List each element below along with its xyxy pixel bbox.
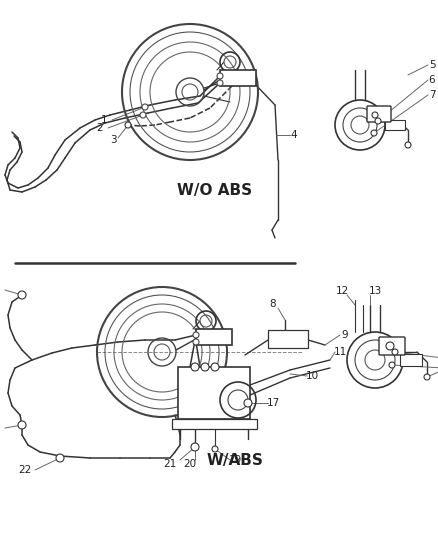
Circle shape xyxy=(193,339,199,345)
Text: 10: 10 xyxy=(305,371,318,381)
Text: 7: 7 xyxy=(429,90,435,100)
Text: 19: 19 xyxy=(228,455,242,465)
Circle shape xyxy=(424,374,430,380)
Circle shape xyxy=(217,80,223,86)
Circle shape xyxy=(244,399,252,407)
Text: 4: 4 xyxy=(291,130,297,140)
Text: 12: 12 xyxy=(336,286,349,296)
Circle shape xyxy=(405,142,411,148)
Text: 9: 9 xyxy=(342,330,348,340)
Circle shape xyxy=(211,363,219,371)
Circle shape xyxy=(142,104,148,110)
Circle shape xyxy=(392,349,398,355)
Text: 21: 21 xyxy=(163,459,177,469)
Circle shape xyxy=(372,112,378,118)
Bar xyxy=(385,120,405,130)
FancyBboxPatch shape xyxy=(367,106,391,122)
Circle shape xyxy=(18,291,26,299)
Bar xyxy=(172,419,257,429)
Text: 17: 17 xyxy=(266,398,279,408)
Text: 11: 11 xyxy=(333,347,346,357)
Bar xyxy=(178,367,250,419)
Text: 8: 8 xyxy=(270,299,276,309)
Circle shape xyxy=(191,363,199,371)
Text: W/O ABS: W/O ABS xyxy=(177,182,253,198)
Bar xyxy=(400,354,422,366)
Circle shape xyxy=(201,363,209,371)
Circle shape xyxy=(125,122,131,128)
Circle shape xyxy=(18,421,26,429)
Text: 20: 20 xyxy=(184,459,197,469)
FancyBboxPatch shape xyxy=(379,337,405,355)
Text: 13: 13 xyxy=(368,286,381,296)
Circle shape xyxy=(191,443,199,451)
Text: 2: 2 xyxy=(97,123,103,133)
Text: 5: 5 xyxy=(429,60,435,70)
Text: 3: 3 xyxy=(110,135,117,145)
Circle shape xyxy=(371,130,377,136)
Circle shape xyxy=(375,118,381,124)
Circle shape xyxy=(389,362,395,368)
Text: 22: 22 xyxy=(18,465,32,475)
Bar xyxy=(196,329,232,345)
Circle shape xyxy=(386,342,394,350)
Text: 6: 6 xyxy=(429,75,435,85)
Circle shape xyxy=(56,454,64,462)
Text: 1: 1 xyxy=(101,115,107,125)
Text: W/ABS: W/ABS xyxy=(207,453,263,467)
Circle shape xyxy=(212,446,218,452)
Bar xyxy=(220,70,256,86)
Circle shape xyxy=(140,112,146,118)
Bar xyxy=(268,330,308,348)
Circle shape xyxy=(217,73,223,79)
Circle shape xyxy=(193,332,199,338)
